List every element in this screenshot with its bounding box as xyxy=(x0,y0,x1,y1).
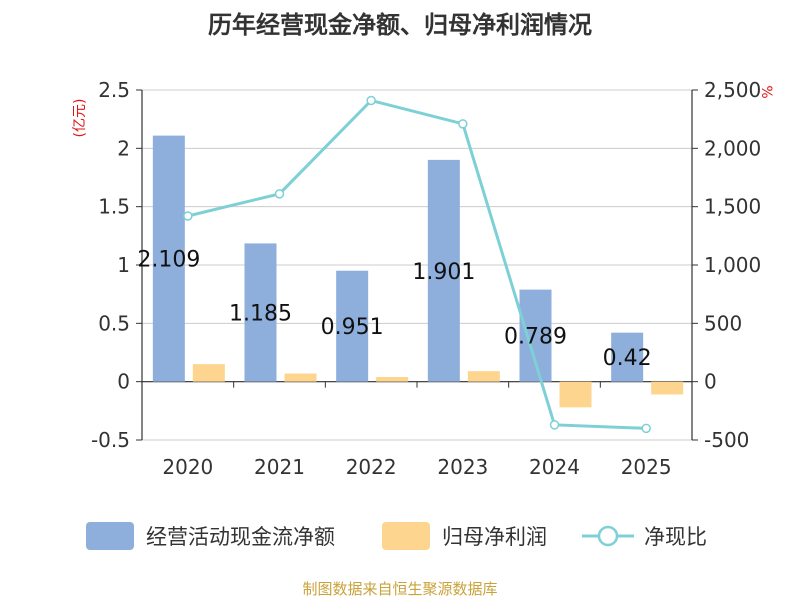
data-labels: 2.109 1.185 0.951 1.901 0.789 0.42 xyxy=(137,248,651,372)
bar-cash-flow xyxy=(611,332,644,382)
y-right-unit: % xyxy=(758,85,774,98)
y-left-tick-label: 0 xyxy=(117,370,130,394)
x-tick-label: 2022 xyxy=(346,455,397,479)
x-tick-label: 2024 xyxy=(529,455,580,479)
y-right-tick-label: 1,500 xyxy=(704,195,761,219)
x-tick-label: 2023 xyxy=(437,455,488,479)
y-left-tick-label: 1 xyxy=(117,253,130,277)
bar-net-profit xyxy=(376,377,409,382)
axes: -0.5 -500 0 0 0.5 500 1 1,000 1.5 1,500 2 2,000 2.5 2… xyxy=(91,78,761,479)
legend-swatch-cash-flow xyxy=(86,522,134,550)
y-left-tick-label: 2 xyxy=(117,136,130,160)
y-left-tick-label: 2.5 xyxy=(98,78,130,102)
legend-marker-cash-ratio xyxy=(597,525,619,547)
bar-cash-flow xyxy=(152,135,185,382)
y-left-tick-label: 1.5 xyxy=(98,195,130,219)
bars xyxy=(152,135,684,408)
bar-cash-flow xyxy=(244,243,277,382)
bar-net-profit xyxy=(192,364,225,382)
x-tick-label: 2020 xyxy=(162,455,213,479)
bar-net-profit xyxy=(559,381,592,408)
y-right-tick-label: 0 xyxy=(704,370,717,394)
line-point xyxy=(274,189,285,199)
bar-net-profit xyxy=(284,373,317,382)
y-left-tick-label: -0.5 xyxy=(91,428,130,452)
y-left-tick-label: 0.5 xyxy=(98,311,130,335)
legend-label-cash-flow: 经营活动现金流净额 xyxy=(146,525,335,549)
bar-net-profit xyxy=(467,371,500,382)
y-right-tick-label: 2,000 xyxy=(704,136,761,160)
data-label-cash-flow: 0.42 xyxy=(603,346,652,371)
x-tick-label: 2021 xyxy=(254,455,305,479)
y-right-tick-label: 500 xyxy=(704,311,742,335)
y-left-unit: (亿元) xyxy=(72,99,88,138)
legend-swatch-net-profit xyxy=(382,522,430,550)
data-label-cash-flow: 0.951 xyxy=(321,315,384,340)
x-tick-label: 2025 xyxy=(621,455,672,479)
y-right-tick-label: 1,000 xyxy=(704,253,761,277)
data-label-cash-flow: 2.109 xyxy=(137,248,200,273)
line-point xyxy=(366,95,376,106)
y-right-tick-label: 2,500 xyxy=(704,78,761,102)
bar-cash-flow xyxy=(336,270,369,382)
legend-label-net-profit: 归母净利润 xyxy=(442,525,547,549)
data-label-cash-flow: 1.185 xyxy=(229,302,292,327)
y-right-tick-label: -500 xyxy=(704,428,749,452)
bar-cash-flow xyxy=(427,159,460,382)
line-point xyxy=(183,211,193,221)
line-point xyxy=(641,423,651,434)
data-label-cash-flow: 1.901 xyxy=(412,260,475,285)
chart-title: 历年经营现金净额、归母净利润情况 xyxy=(208,11,592,39)
bar-net-profit xyxy=(651,381,684,395)
line-point xyxy=(458,119,468,129)
line-series xyxy=(183,95,651,434)
line-point xyxy=(549,420,560,430)
line-cash-ratio xyxy=(187,98,647,430)
data-label-cash-flow: 0.789 xyxy=(504,325,567,350)
legend: 经营活动现金流净额 归母净利润 净现比 xyxy=(86,522,707,550)
legend-label-cash-ratio: 净现比 xyxy=(644,525,707,549)
source-note: 制图数据来自恒生聚源数据库 xyxy=(302,580,497,598)
